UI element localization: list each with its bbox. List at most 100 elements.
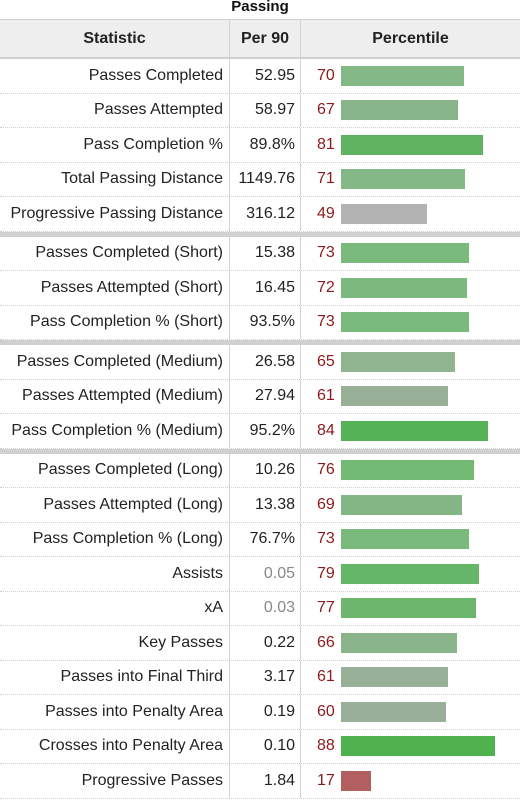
percentile-cell: 71 xyxy=(301,163,520,197)
per90-value: 3.17 xyxy=(230,660,301,694)
per90-value: 1.84 xyxy=(230,764,301,798)
percentile-cell: 49 xyxy=(301,197,520,231)
table-row: Pass Completion % (Medium) 95.2% 84 xyxy=(0,414,520,449)
percentile-cell: 73 xyxy=(301,237,520,271)
table-row: Key Passes 0.22 66 xyxy=(0,626,520,661)
per90-value: 10.26 xyxy=(230,453,301,487)
stat-name: Pass Completion % xyxy=(0,128,230,162)
percentile-cell: 84 xyxy=(301,414,520,448)
percentile-value: 71 xyxy=(317,170,335,188)
per90-value: 95.2% xyxy=(230,414,301,448)
percentile-bar xyxy=(341,770,371,791)
percentile-cell: 67 xyxy=(301,94,520,128)
percentile-bar xyxy=(341,563,480,584)
percentile-value: 61 xyxy=(317,668,335,686)
stat-name: Progressive Passing Distance xyxy=(0,197,230,231)
table-row: Passes Completed (Long) 10.26 76 xyxy=(0,453,520,488)
stat-name: Passes Attempted (Medium) xyxy=(0,379,230,413)
percentile-value: 84 xyxy=(317,421,335,439)
percentile-cell: 81 xyxy=(301,128,520,162)
stat-name: xA xyxy=(0,591,230,625)
percentile-bar xyxy=(341,632,457,653)
percentile-cell: 69 xyxy=(301,488,520,522)
stat-name: Passes into Final Third xyxy=(0,660,230,694)
stat-name: Passes Completed xyxy=(0,59,230,93)
percentile-bar xyxy=(341,277,467,298)
percentile-value: 72 xyxy=(317,278,335,296)
per90-value: 15.38 xyxy=(230,236,301,270)
stat-name: Passes Completed (Long) xyxy=(0,453,230,487)
per90-value: 0.03 xyxy=(230,591,301,625)
stat-name: Pass Completion % (Short) xyxy=(0,305,230,339)
percentile-bar xyxy=(341,351,455,372)
percentile-bar xyxy=(341,529,469,550)
table-row: Progressive Passes 1.84 17 xyxy=(0,764,520,799)
per90-value: 89.8% xyxy=(230,128,301,162)
per90-value: 316.12 xyxy=(230,197,301,231)
stat-name: Passes Attempted (Short) xyxy=(0,271,230,305)
stat-name: Passes into Penalty Area xyxy=(0,695,230,729)
per90-value: 26.58 xyxy=(230,345,301,379)
table-row: Passes Attempted (Short) 16.45 72 xyxy=(0,271,520,306)
percentile-value: 67 xyxy=(317,101,335,119)
stat-name: Passes Attempted (Long) xyxy=(0,488,230,522)
table-row: Crosses into Penalty Area 0.10 88 xyxy=(0,729,520,764)
percentile-value: 77 xyxy=(317,599,335,617)
stat-name: Passes Completed (Medium) xyxy=(0,345,230,379)
percentile-bar xyxy=(341,420,488,441)
per90-value: 58.97 xyxy=(230,93,301,127)
percentile-value: 69 xyxy=(317,495,335,513)
percentile-cell: 61 xyxy=(301,661,520,695)
percentile-bar xyxy=(341,134,483,155)
table-row: Assists 0.05 79 xyxy=(0,557,520,592)
table-row: Passes Completed (Medium) 26.58 65 xyxy=(0,345,520,380)
percentile-cell: 65 xyxy=(301,345,520,379)
percentile-bar xyxy=(341,65,464,86)
per90-value: 1149.76 xyxy=(230,162,301,196)
stat-name: Assists xyxy=(0,557,230,591)
table-row: Pass Completion % (Long) 76.7% 73 xyxy=(0,522,520,557)
stat-name: Total Passing Distance xyxy=(0,162,230,196)
table-row: Passes into Penalty Area 0.19 60 xyxy=(0,695,520,730)
percentile-bar xyxy=(341,100,459,121)
percentile-value: 61 xyxy=(317,387,335,405)
percentile-bar xyxy=(341,203,427,224)
percentile-value: 73 xyxy=(317,313,335,331)
percentile-bar xyxy=(341,701,446,722)
table-body: Passes Completed 52.95 70 Passes Attempted 5… xyxy=(0,59,520,799)
table-row: Passes into Final Third 3.17 61 xyxy=(0,660,520,695)
header-percentile[interactable]: Percentile xyxy=(372,29,449,47)
group-separator xyxy=(0,448,520,454)
per90-value: 76.7% xyxy=(230,522,301,556)
table-title: Passing xyxy=(231,0,289,15)
percentile-cell: 73 xyxy=(301,306,520,340)
percentile-value: 66 xyxy=(317,633,335,651)
table-row: Passes Completed (Short) 15.38 73 xyxy=(0,236,520,271)
percentile-value: 17 xyxy=(317,771,335,789)
percentile-cell: 88 xyxy=(301,730,520,764)
table-row: Total Passing Distance 1149.76 71 xyxy=(0,162,520,197)
percentile-bar xyxy=(341,736,495,757)
percentile-cell: 70 xyxy=(301,59,520,93)
percentile-value: 70 xyxy=(317,66,335,84)
percentile-bar xyxy=(341,386,448,407)
percentile-cell: 66 xyxy=(301,626,520,660)
percentile-cell: 76 xyxy=(301,454,520,488)
percentile-value: 88 xyxy=(317,737,335,755)
header-statistic[interactable]: Statistic xyxy=(0,20,230,57)
stat-name: Passes Attempted xyxy=(0,93,230,127)
percentile-cell: 60 xyxy=(301,695,520,729)
header-per90[interactable]: Per 90 xyxy=(230,20,301,57)
percentile-bar xyxy=(341,460,474,481)
group-separator xyxy=(0,340,520,345)
percentile-value: 49 xyxy=(317,204,335,222)
percentile-value: 81 xyxy=(317,135,335,153)
table-row: Passes Attempted 58.97 67 xyxy=(0,93,520,128)
percentile-value: 76 xyxy=(317,461,335,479)
stat-name: Passes Completed (Short) xyxy=(0,236,230,270)
percentile-bar xyxy=(341,494,462,515)
per90-value: 0.10 xyxy=(230,729,301,763)
table-row: Passes Attempted (Long) 13.38 69 xyxy=(0,488,520,523)
percentile-bar xyxy=(341,667,448,688)
